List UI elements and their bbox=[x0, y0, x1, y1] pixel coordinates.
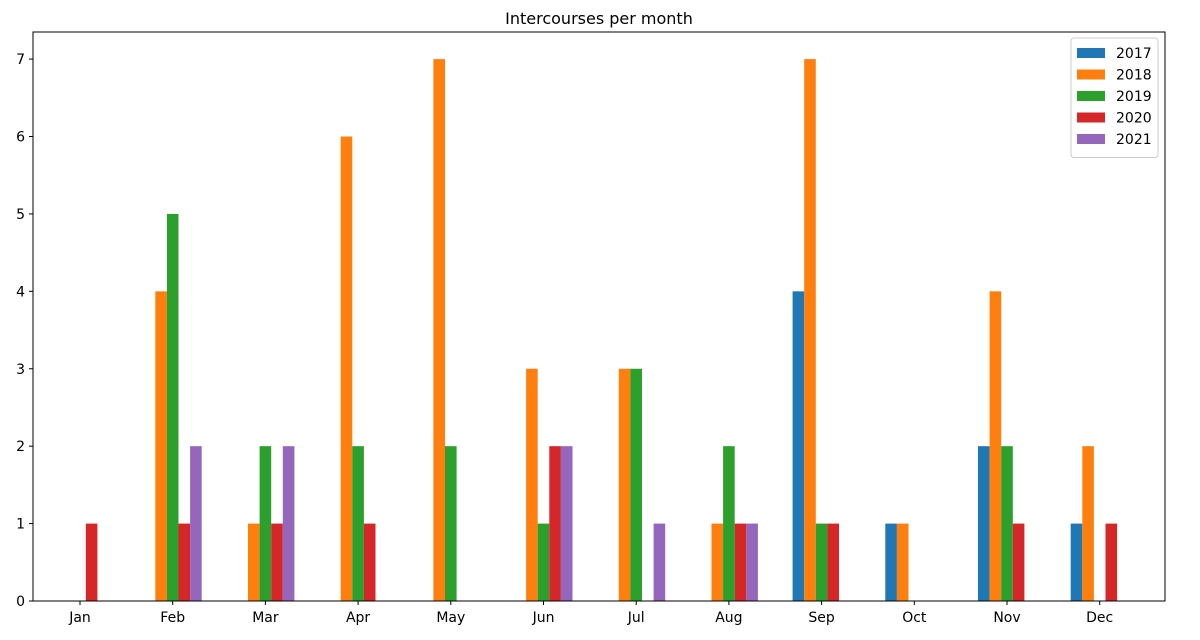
legend-swatch-2017 bbox=[1077, 48, 1105, 58]
y-tick-label: 1 bbox=[16, 517, 25, 533]
x-tick-label-apr: Apr bbox=[346, 610, 370, 626]
bar-2019-mar bbox=[259, 446, 272, 601]
y-tick-label: 5 bbox=[16, 207, 25, 223]
x-tick-label-nov: Nov bbox=[993, 610, 1020, 626]
x-tick-label-oct: Oct bbox=[902, 610, 927, 626]
bar-2020-feb bbox=[178, 523, 191, 601]
x-tick-label-jun: Jun bbox=[532, 610, 555, 626]
x-tick-label-dec: Dec bbox=[1086, 610, 1113, 626]
legend-swatch-2021 bbox=[1077, 134, 1105, 144]
bar-2019-apr bbox=[352, 446, 364, 601]
bar-2018-jul bbox=[618, 368, 631, 601]
legend-label-2021: 2021 bbox=[1116, 132, 1152, 148]
legend-box bbox=[1070, 37, 1159, 158]
bar-2019-jun bbox=[537, 523, 550, 601]
bar-2018-dec bbox=[1082, 446, 1094, 601]
bar-2020-jan bbox=[85, 523, 98, 601]
y-tick-label: 7 bbox=[16, 52, 25, 68]
legend-label-2019: 2019 bbox=[1116, 89, 1152, 105]
legend-label-2018: 2018 bbox=[1116, 68, 1152, 84]
bar-2020-sep bbox=[827, 523, 839, 601]
bar-2018-feb bbox=[155, 291, 167, 601]
bar-2019-aug bbox=[723, 446, 735, 601]
x-tick-label-may: May bbox=[436, 610, 465, 626]
legend-swatch-2019 bbox=[1077, 91, 1105, 101]
bar-2018-sep bbox=[804, 59, 816, 602]
bar-2017-oct bbox=[885, 523, 897, 601]
chart-title: Intercourses per month bbox=[505, 9, 693, 28]
bar-2020-mar bbox=[271, 523, 283, 601]
y-tick-label: 0 bbox=[16, 594, 25, 610]
bar-2020-dec bbox=[1105, 523, 1118, 601]
bar-2021-mar bbox=[282, 446, 295, 601]
bar-2017-sep bbox=[792, 291, 805, 601]
legend-swatch-2018 bbox=[1077, 69, 1105, 80]
bar-2019-feb bbox=[166, 213, 179, 601]
y-tick-label: 3 bbox=[16, 362, 25, 378]
bar-2020-nov bbox=[1012, 523, 1025, 601]
legend-label-2020: 2020 bbox=[1116, 111, 1152, 127]
bar-2020-jun bbox=[549, 446, 561, 601]
x-tick-label-mar: Mar bbox=[252, 610, 279, 626]
bar-2018-oct bbox=[896, 523, 909, 601]
bar-2018-aug bbox=[711, 523, 724, 601]
bar-2020-aug bbox=[734, 523, 747, 601]
bar-2021-feb bbox=[190, 446, 202, 601]
legend: 2017 2018 2019 2020 2021 bbox=[1070, 37, 1159, 158]
bar-2020-apr bbox=[363, 523, 376, 601]
axes-layer: 0 1 2 3 4 5 6 7 Jan Feb Mar Apr May Jun Jul Aug Sep Oct No… bbox=[16, 31, 1166, 626]
bar-2021-jun bbox=[560, 446, 573, 601]
y-tick-label: 6 bbox=[16, 130, 25, 146]
bar-2021-jul bbox=[653, 523, 666, 601]
bars-layer bbox=[85, 59, 1118, 602]
bar-2017-dec bbox=[1070, 523, 1083, 601]
x-tick-label-feb: Feb bbox=[160, 610, 185, 626]
x-tick-label-jul: Jul bbox=[627, 610, 645, 626]
plot-frame bbox=[32, 31, 1166, 602]
bar-2017-nov bbox=[978, 446, 990, 601]
bar-2018-apr bbox=[340, 136, 353, 601]
legend-swatch-2020 bbox=[1077, 112, 1105, 123]
bar-2021-aug bbox=[746, 523, 758, 601]
x-tick-label-aug: Aug bbox=[715, 610, 742, 626]
bar-2018-nov bbox=[989, 291, 1002, 601]
x-tick-label-sep: Sep bbox=[808, 610, 835, 626]
bar-2019-nov bbox=[1001, 446, 1013, 601]
bar-2018-jun bbox=[526, 368, 538, 601]
legend-label-2017: 2017 bbox=[1116, 46, 1152, 62]
bar-2019-sep bbox=[815, 523, 828, 601]
y-tick-label: 2 bbox=[16, 439, 25, 455]
bar-2019-may bbox=[445, 446, 457, 601]
bar-2018-mar bbox=[248, 523, 260, 601]
x-tick-label-jan: Jan bbox=[68, 610, 91, 626]
y-tick-label: 4 bbox=[16, 284, 25, 300]
bar-2018-may bbox=[433, 59, 445, 602]
bar-2019-jul bbox=[630, 368, 642, 601]
